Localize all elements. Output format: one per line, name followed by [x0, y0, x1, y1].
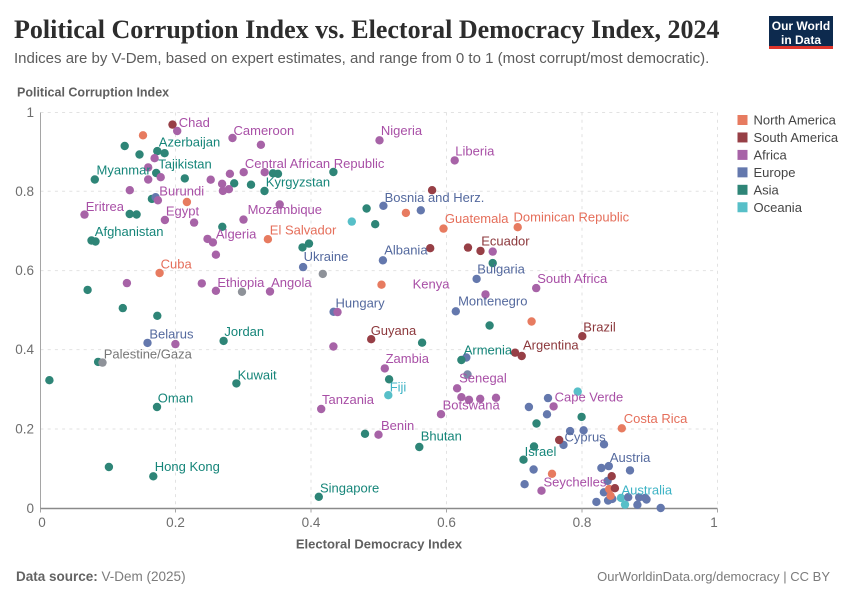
svg-text:Chad: Chad — [179, 115, 210, 130]
svg-text:Myanmar: Myanmar — [97, 163, 152, 178]
svg-text:0.2: 0.2 — [166, 515, 185, 530]
svg-text:Armenia: Armenia — [464, 343, 513, 358]
svg-text:Palestine/Gaza: Palestine/Gaza — [104, 347, 193, 362]
svg-text:0.6: 0.6 — [437, 515, 456, 530]
svg-text:Austria: Austria — [610, 450, 651, 465]
svg-text:Tajikistan: Tajikistan — [158, 157, 211, 172]
svg-text:Nigeria: Nigeria — [381, 123, 423, 138]
svg-text:South America: South America — [754, 130, 839, 145]
svg-text:Oman: Oman — [158, 391, 193, 406]
svg-text:Fiji: Fiji — [390, 380, 407, 395]
svg-text:North America: North America — [754, 113, 837, 128]
svg-text:0: 0 — [26, 501, 34, 516]
svg-text:Jordan: Jordan — [224, 324, 264, 339]
svg-text:Angola: Angola — [271, 275, 312, 290]
svg-text:Seychelles: Seychelles — [544, 475, 607, 490]
svg-text:Kenya: Kenya — [413, 277, 451, 292]
svg-text:Dominican Republic: Dominican Republic — [514, 210, 630, 225]
svg-text:Afghanistan: Afghanistan — [95, 224, 164, 239]
svg-text:Hungary: Hungary — [336, 295, 386, 310]
svg-text:Egypt: Egypt — [166, 204, 200, 219]
svg-text:0.4: 0.4 — [302, 515, 321, 530]
svg-text:Eritrea: Eritrea — [86, 199, 125, 214]
svg-text:Cameroon: Cameroon — [234, 123, 295, 138]
svg-text:Ukraine: Ukraine — [304, 249, 349, 264]
svg-text:0: 0 — [38, 515, 46, 530]
svg-text:0.8: 0.8 — [573, 515, 592, 530]
svg-text:Ecuador: Ecuador — [481, 233, 530, 248]
svg-text:Israel: Israel — [525, 444, 557, 459]
svg-text:Bulgaria: Bulgaria — [477, 261, 525, 276]
svg-text:Hong Kong: Hong Kong — [155, 459, 220, 474]
svg-text:Oceania: Oceania — [754, 200, 803, 215]
svg-text:Electoral Democracy Index: Electoral Democracy Index — [296, 537, 463, 552]
svg-text:Senegal: Senegal — [459, 370, 507, 385]
svg-text:Albania: Albania — [384, 243, 428, 258]
svg-text:Kyrgyzstan: Kyrgyzstan — [266, 175, 330, 190]
svg-text:Benin: Benin — [381, 418, 414, 433]
svg-text:Singapore: Singapore — [320, 480, 379, 495]
svg-text:Cuba: Cuba — [161, 256, 193, 271]
svg-text:El Salvador: El Salvador — [270, 222, 337, 237]
svg-text:Kuwait: Kuwait — [238, 368, 277, 383]
svg-text:Australia: Australia — [622, 482, 673, 497]
svg-text:Bhutan: Bhutan — [421, 428, 462, 443]
svg-text:0.6: 0.6 — [15, 263, 34, 278]
svg-text:Mozambique: Mozambique — [248, 202, 322, 217]
svg-text:Tanzania: Tanzania — [322, 392, 375, 407]
svg-text:0.2: 0.2 — [15, 422, 34, 437]
svg-text:Zambia: Zambia — [386, 351, 430, 366]
svg-text:1: 1 — [26, 105, 34, 120]
svg-text:South Africa: South Africa — [537, 271, 608, 286]
svg-text:0.4: 0.4 — [15, 342, 34, 357]
svg-text:Political Corruption Index: Political Corruption Index — [17, 86, 169, 100]
svg-text:Guyana: Guyana — [371, 323, 417, 338]
svg-text:1: 1 — [710, 515, 718, 530]
svg-text:Asia: Asia — [754, 182, 780, 197]
svg-text:Montenegro: Montenegro — [458, 293, 527, 308]
svg-text:Azerbaijan: Azerbaijan — [159, 134, 220, 149]
svg-text:Costa Rica: Costa Rica — [624, 411, 688, 426]
svg-text:Africa: Africa — [754, 148, 788, 163]
svg-text:Europe: Europe — [754, 165, 796, 180]
svg-text:Central African Republic: Central African Republic — [245, 156, 385, 171]
svg-text:Ethiopia: Ethiopia — [217, 275, 265, 290]
svg-text:Argentina: Argentina — [523, 338, 579, 353]
svg-text:Cape Verde: Cape Verde — [555, 389, 624, 404]
svg-text:Algeria: Algeria — [216, 227, 257, 242]
svg-text:Liberia: Liberia — [455, 144, 495, 159]
svg-text:Botswana: Botswana — [443, 398, 501, 413]
svg-text:Brazil: Brazil — [583, 320, 616, 335]
svg-text:Bosnia and Herz.: Bosnia and Herz. — [385, 190, 485, 205]
svg-text:0.8: 0.8 — [15, 184, 34, 199]
svg-text:Burundi: Burundi — [159, 184, 204, 199]
svg-text:Cyprus: Cyprus — [565, 430, 607, 445]
svg-text:Guatemala: Guatemala — [445, 211, 509, 226]
svg-text:Belarus: Belarus — [149, 327, 194, 342]
